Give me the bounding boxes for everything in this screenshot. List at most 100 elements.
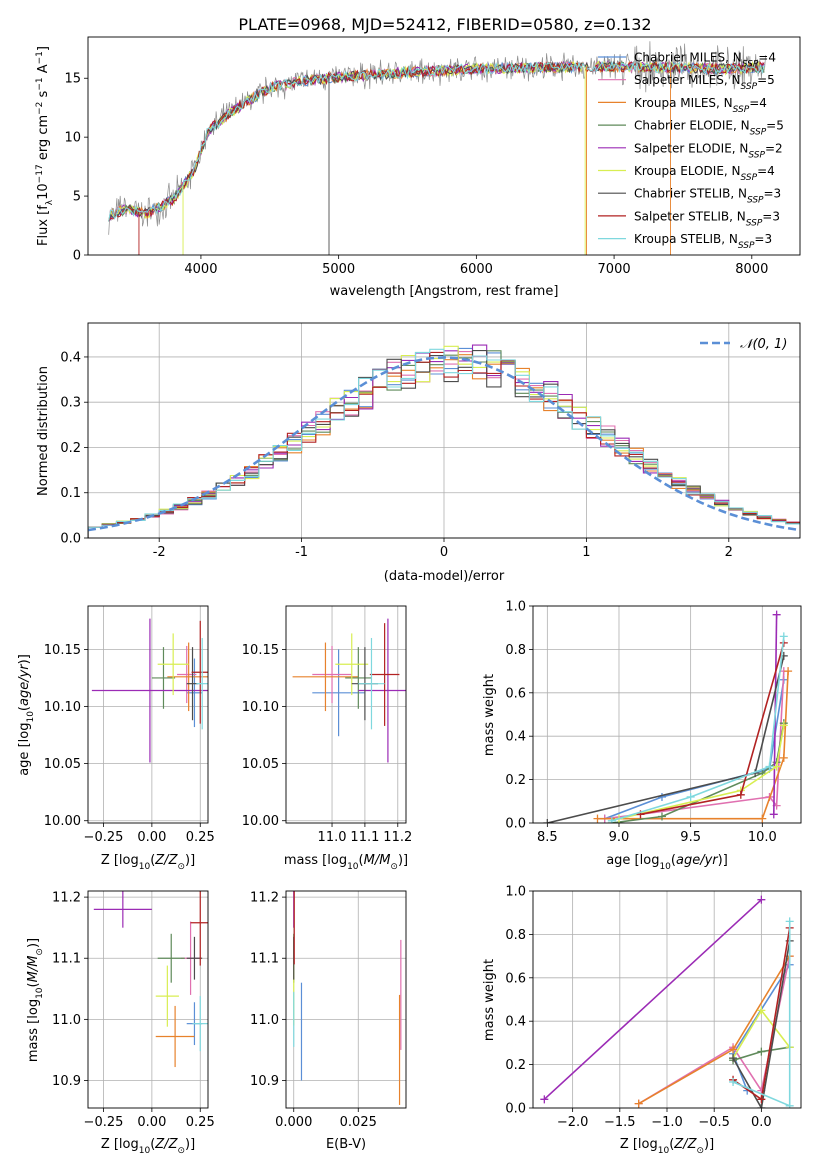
y-tick-label: 0.8 bbox=[505, 928, 526, 943]
weight-marker bbox=[757, 1104, 766, 1108]
axes-frame bbox=[285, 890, 407, 1109]
weight-marker bbox=[772, 610, 781, 619]
x-tick-label: -2 bbox=[153, 545, 166, 560]
axes-frame bbox=[87, 605, 209, 824]
weight-marker bbox=[772, 762, 781, 771]
x-tick-label: 0.000 bbox=[275, 1115, 312, 1130]
y-tick-label: 10.05 bbox=[44, 757, 81, 772]
y-tick-label: 11.0 bbox=[52, 1013, 81, 1028]
axes-weight_vs_age: 8.5 9.0 9.5 10.0 0.0 0.2 0.4 0.6 0.8 1.0 bbox=[505, 600, 802, 845]
x-tick-label: 11.0 bbox=[318, 830, 347, 845]
x-tick-label: 4000 bbox=[184, 262, 217, 277]
weight-marker bbox=[757, 895, 766, 904]
x-tick-label: -1 bbox=[295, 545, 308, 560]
weight-line bbox=[618, 725, 785, 820]
weight-marker bbox=[657, 812, 666, 821]
y-tick-label: 15 bbox=[64, 72, 81, 87]
weight-marker bbox=[729, 1045, 738, 1054]
y-tick-label: 0.0 bbox=[60, 532, 81, 547]
normal-curve bbox=[88, 356, 800, 532]
legend-label: Salpeter MILES, NSSP=5 bbox=[634, 73, 775, 92]
weight-marker bbox=[785, 917, 794, 926]
y-axis-label: mass weight bbox=[482, 959, 497, 1041]
weight-marker bbox=[769, 810, 778, 819]
y-tick-label: 0.2 bbox=[505, 1058, 526, 1073]
weight-line bbox=[732, 940, 791, 1108]
y-tick-label: 5 bbox=[73, 190, 81, 205]
y-tick-label: 0.6 bbox=[505, 971, 526, 986]
legend-label: Salpeter ELODIE, NSSP=2 bbox=[634, 141, 783, 160]
y-tick-label: 0.6 bbox=[505, 686, 526, 701]
weight-marker bbox=[758, 814, 767, 823]
weight-marker bbox=[779, 753, 788, 762]
weight-marker bbox=[540, 1095, 549, 1104]
weight-marker bbox=[657, 792, 666, 801]
axes-mass_vs_Z: −0.25 0.00 0.25 10.9 11.0 11.1 11.2 bbox=[52, 890, 215, 1130]
legend-label: Salpeter STELIB, NSSP=3 bbox=[634, 209, 780, 228]
legend-label: Chabrier STELIB, NSSP=3 bbox=[634, 187, 781, 206]
y-tick-label: 0.8 bbox=[505, 643, 526, 658]
weight-marker bbox=[729, 1054, 738, 1063]
x-tick-label: 0.025 bbox=[340, 1115, 377, 1130]
x-tick-label: 11.2 bbox=[383, 830, 412, 845]
plot-area bbox=[293, 891, 402, 1105]
weight-marker bbox=[757, 1095, 766, 1104]
y-tick-label: 10.9 bbox=[250, 1074, 279, 1089]
x-tick-label: −0.25 bbox=[84, 1115, 124, 1130]
y-tick-label: 10.15 bbox=[242, 643, 279, 658]
legend-label: Kroupa MILES, NSSP=4 bbox=[634, 96, 767, 115]
legend-label: Chabrier MILES, NSSP=4 bbox=[634, 51, 776, 70]
y-tick-label: 10.00 bbox=[242, 814, 279, 829]
x-tick-label: 2 bbox=[725, 545, 733, 560]
y-tick-label: 0.1 bbox=[60, 486, 81, 501]
y-tick-label: 11.2 bbox=[52, 891, 81, 906]
plot-area bbox=[91, 618, 208, 763]
x-tick-label: 8.5 bbox=[537, 830, 558, 845]
y-tick-label: 0.3 bbox=[60, 396, 81, 411]
model-spectrum bbox=[108, 60, 765, 222]
y-axis-label: Flux [fλ10−17 erg cm−2 s−1 A−1] bbox=[35, 46, 55, 246]
x-tick-label: 1 bbox=[582, 545, 590, 560]
weight-marker bbox=[736, 790, 745, 799]
x-tick-label: 0.00 bbox=[137, 1115, 166, 1130]
y-tick-label: 1.0 bbox=[505, 885, 526, 900]
axes-frame bbox=[532, 890, 802, 1109]
weight-line bbox=[543, 899, 762, 1100]
x-axis-label: mass [log10(M/M⊙)] bbox=[284, 853, 408, 872]
plot-area bbox=[292, 618, 406, 763]
weight-line bbox=[611, 636, 785, 822]
y-axis-label: age [log10(age/yr)] bbox=[17, 654, 36, 776]
plot-area bbox=[108, 41, 766, 255]
x-tick-label: 9.5 bbox=[680, 830, 701, 845]
y-tick-label: 11.0 bbox=[250, 1013, 279, 1028]
y-tick-label: 0 bbox=[73, 249, 81, 264]
axes-age_vs_mass: 11.0 11.1 11.2 10.00 10.05 10.10 10.15 bbox=[242, 605, 412, 845]
weight-marker bbox=[757, 1006, 766, 1015]
y-axis-label: mass weight bbox=[482, 674, 497, 756]
y-tick-label: 10.9 bbox=[52, 1074, 81, 1089]
axes-frame bbox=[87, 322, 801, 539]
weight-marker bbox=[634, 1099, 643, 1108]
axes-frame bbox=[285, 605, 407, 824]
model-spectrum bbox=[108, 60, 765, 222]
weight-line bbox=[547, 655, 785, 823]
y-tick-label: 1.0 bbox=[505, 600, 526, 615]
legend-label: Kroupa STELIB, NSSP=3 bbox=[634, 232, 772, 251]
x-tick-label: 9.0 bbox=[609, 830, 630, 845]
plot-area bbox=[540, 895, 794, 1108]
x-tick-label: 0 bbox=[440, 545, 448, 560]
x-tick-label: 0.0 bbox=[751, 1115, 772, 1130]
x-tick-label: 11.1 bbox=[350, 830, 379, 845]
y-tick-label: 0.4 bbox=[505, 1015, 526, 1030]
weight-marker bbox=[757, 1047, 766, 1056]
weight-marker bbox=[543, 819, 552, 823]
histogram-step bbox=[88, 348, 800, 538]
plot-area bbox=[93, 891, 208, 1068]
weight-marker bbox=[593, 814, 602, 823]
y-tick-label: 0.4 bbox=[60, 350, 81, 365]
x-axis-label: E(B-V) bbox=[326, 1137, 366, 1152]
y-tick-label: 0.0 bbox=[505, 817, 526, 832]
axes-spectrum: 4000 5000 6000 7000 8000 0 5 10 15 bbox=[64, 36, 801, 277]
weight-marker bbox=[784, 667, 793, 676]
